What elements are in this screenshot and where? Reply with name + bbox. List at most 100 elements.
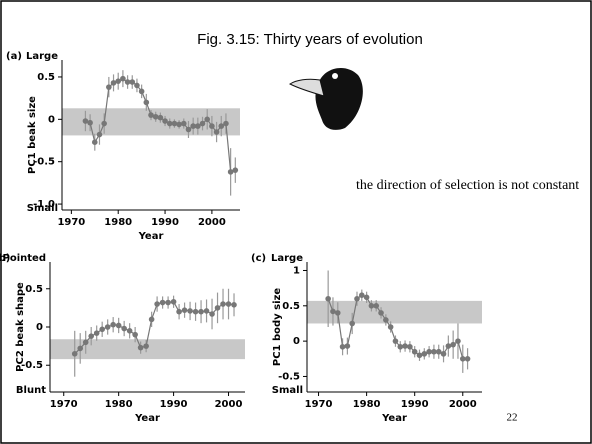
data-point <box>231 302 237 308</box>
x-tick-label: 1970 <box>50 399 78 410</box>
y-tick-label: 0.5 <box>282 301 300 312</box>
data-point <box>91 139 98 146</box>
y-tick-label: 1 <box>293 265 300 276</box>
data-point <box>115 78 122 84</box>
y-tick-label: 0.5 <box>37 72 55 83</box>
data-point <box>225 301 232 307</box>
data-point <box>171 120 178 127</box>
data-point <box>334 310 341 316</box>
data-point <box>77 345 84 352</box>
data-point <box>435 348 442 355</box>
y-tick-label: 0 <box>36 322 43 333</box>
top-label: Pointed <box>3 253 46 264</box>
data-point <box>464 355 471 362</box>
top-label: Large <box>271 253 303 264</box>
data-point <box>134 82 140 89</box>
data-point <box>157 114 164 121</box>
x-axis-label: Year <box>134 413 160 424</box>
data-point <box>209 123 215 129</box>
data-point <box>330 308 336 315</box>
data-point <box>71 350 78 357</box>
data-point <box>203 308 210 314</box>
data-point <box>232 167 239 173</box>
note: the direction of selection is not consta… <box>356 178 580 193</box>
data-point <box>120 75 126 82</box>
top-label: Large <box>26 51 58 62</box>
bottom-label: Blunt <box>16 385 46 396</box>
data-point <box>132 331 138 338</box>
x-tick-label: 1990 <box>160 399 188 410</box>
data-point <box>82 339 89 346</box>
data-point <box>143 99 150 106</box>
data-point <box>411 348 418 355</box>
data-point <box>185 126 192 133</box>
x-tick-label: 2000 <box>198 217 226 228</box>
x-tick-label: 1980 <box>353 399 381 410</box>
data-point <box>339 343 346 350</box>
y-axis-label: PC2 beak shape <box>15 282 26 372</box>
data-point <box>176 121 182 128</box>
data-point <box>110 321 116 328</box>
x-axis-label: Year <box>381 413 407 424</box>
data-point <box>223 120 229 127</box>
data-point <box>378 310 384 316</box>
data-point <box>214 305 221 311</box>
data-point <box>154 301 160 307</box>
y-tick-label: -0.5 <box>33 157 55 168</box>
panel-label: (c) <box>251 253 266 264</box>
x-tick-label: 1980 <box>105 399 133 410</box>
bottom-label: Small <box>27 203 58 214</box>
data-point <box>213 129 220 135</box>
data-point <box>138 88 145 95</box>
x-tick-label: 1990 <box>151 217 179 228</box>
panel-label: (b) <box>0 253 10 264</box>
y-tick-label: -0.5 <box>21 360 43 371</box>
x-tick-label: 1970 <box>57 217 85 228</box>
data-point <box>152 113 159 120</box>
x-axis-label: Year <box>138 231 164 242</box>
x-tick-label: 1980 <box>104 217 132 228</box>
panel-label: (a) <box>6 51 22 62</box>
data-point <box>181 307 188 313</box>
data-point <box>198 308 204 315</box>
data-point <box>445 343 452 349</box>
finch-head <box>289 67 363 130</box>
data-point <box>96 131 103 138</box>
data-point <box>368 303 375 309</box>
data-point <box>82 118 89 124</box>
data-point <box>440 351 447 357</box>
y-tick-label: -0.5 <box>278 371 300 382</box>
data-point <box>148 316 155 323</box>
y-tick-label: -1.0 <box>33 199 55 210</box>
data-point <box>190 123 196 129</box>
y-axis-label: PC1 body size <box>272 288 283 366</box>
data-point <box>180 120 187 127</box>
reference-band <box>307 300 482 324</box>
data-point <box>195 123 201 129</box>
data-point <box>115 322 122 329</box>
data-point <box>349 320 355 327</box>
data-point <box>209 311 215 317</box>
data-point <box>110 80 117 86</box>
y-tick-label: 0.5 <box>25 284 43 295</box>
y-axis-label: PC1 beak size <box>27 96 38 174</box>
reference-band <box>50 339 245 360</box>
data-point <box>359 292 365 299</box>
slide-title: Fig. 3.15: Thirty years of evolution <box>197 31 423 48</box>
data-point <box>88 333 94 339</box>
data-point <box>170 298 177 305</box>
data-point <box>87 119 93 126</box>
data-point <box>165 299 171 306</box>
data-point <box>106 84 112 90</box>
page-number: 22 <box>507 412 518 424</box>
data-point <box>455 338 461 344</box>
data-point <box>218 123 225 129</box>
data-point <box>129 79 136 85</box>
data-point <box>187 308 193 314</box>
data-point <box>421 351 428 357</box>
data-point <box>137 344 144 351</box>
data-point <box>162 118 168 124</box>
data-point <box>363 294 370 301</box>
